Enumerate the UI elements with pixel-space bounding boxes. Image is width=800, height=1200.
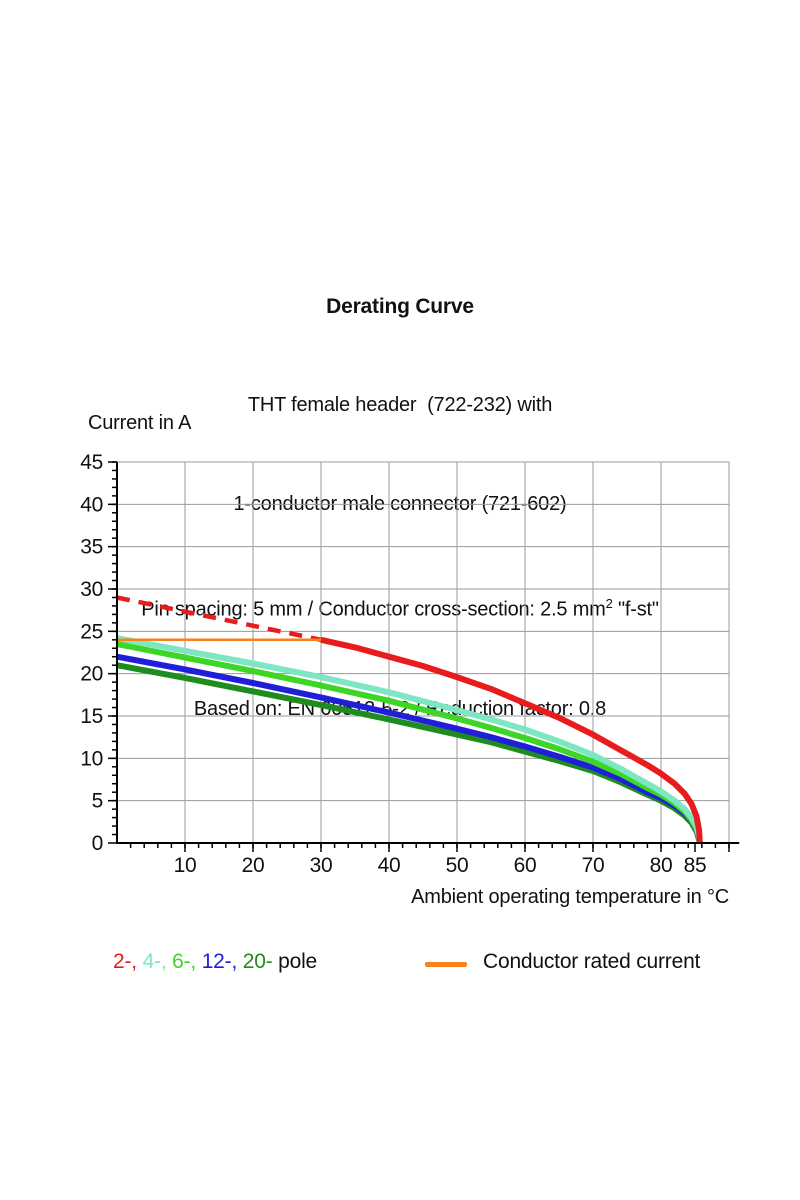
curve-2-pole-extrapolated-above-conductor-rating (116, 595, 322, 643)
legend-rated-current-label: Conductor rated current (483, 950, 701, 973)
svg-text:20: 20 (242, 854, 265, 877)
series-curves (116, 595, 703, 844)
superscript-2: 2 (605, 596, 613, 611)
y-tick-labels: 0 5 10 15 20 25 30 35 40 45 (80, 451, 103, 855)
svg-text:30: 30 (310, 854, 333, 877)
legend: 2-, 4-, 6-, 12-, 20- pole Conductor rate… (113, 950, 753, 984)
svg-text:35: 35 (80, 536, 103, 559)
legend-pole-label: 12-, (201, 950, 238, 973)
derating-chart-svg: 10 20 30 40 50 60 70 80 85 0 5 10 15 20 25 30 35 40 45 (80, 451, 740, 877)
svg-text:45: 45 (80, 451, 103, 474)
svg-text:20: 20 (80, 663, 103, 686)
axes (116, 462, 740, 844)
svg-text:60: 60 (514, 854, 537, 877)
svg-text:25: 25 (80, 620, 103, 643)
svg-text:0: 0 (92, 832, 103, 855)
curve-20-pole (116, 662, 703, 844)
gridlines (117, 461, 730, 843)
curve-2-pole (320, 636, 703, 844)
axis-ticks (108, 461, 730, 852)
legend-pole-items-container: 2-, 4-, 6-, 12-, 20- (113, 950, 273, 973)
svg-text:15: 15 (80, 705, 103, 728)
svg-text:70: 70 (582, 854, 605, 877)
chart-title: Derating Curve (326, 295, 474, 318)
legend-pole-suffix: pole (272, 950, 318, 973)
curve-4-pole (116, 635, 703, 844)
x-axis-title: Ambient operating temperature in °C (411, 886, 729, 908)
svg-text:10: 10 (80, 747, 103, 770)
legend-pole-label: 6-, (172, 950, 197, 973)
svg-text:85: 85 (684, 854, 707, 877)
svg-text:50: 50 (446, 854, 469, 877)
svg-text:5: 5 (92, 790, 103, 813)
svg-text:80: 80 (650, 854, 673, 877)
legend-rated-current-swatch (425, 962, 467, 967)
chart-subtitle-product: THT female header (722-232) with (247, 394, 553, 416)
svg-text:30: 30 (80, 578, 103, 601)
legend-pole-label: 20- (242, 950, 273, 973)
legend-pole-labels: 2-, 4-, 6-, 12-, 20- pole (113, 950, 317, 974)
svg-text:40: 40 (80, 493, 103, 516)
x-tick-labels: 10 20 30 40 50 60 70 80 85 (174, 854, 707, 877)
svg-text:10: 10 (174, 854, 197, 877)
legend-pole-label: 4-, (142, 950, 167, 973)
svg-text:40: 40 (378, 854, 401, 877)
legend-pole-label: 2-, (113, 950, 137, 973)
chart-area: 10 20 30 40 50 60 70 80 85 0 5 10 15 20 25 30 35 40 45 (60, 440, 760, 885)
chart-subtitle-spec: Pin spacing: 5 mm / Conductor cross-sect… (141, 596, 659, 621)
y-axis-title: Current in A (88, 412, 192, 434)
